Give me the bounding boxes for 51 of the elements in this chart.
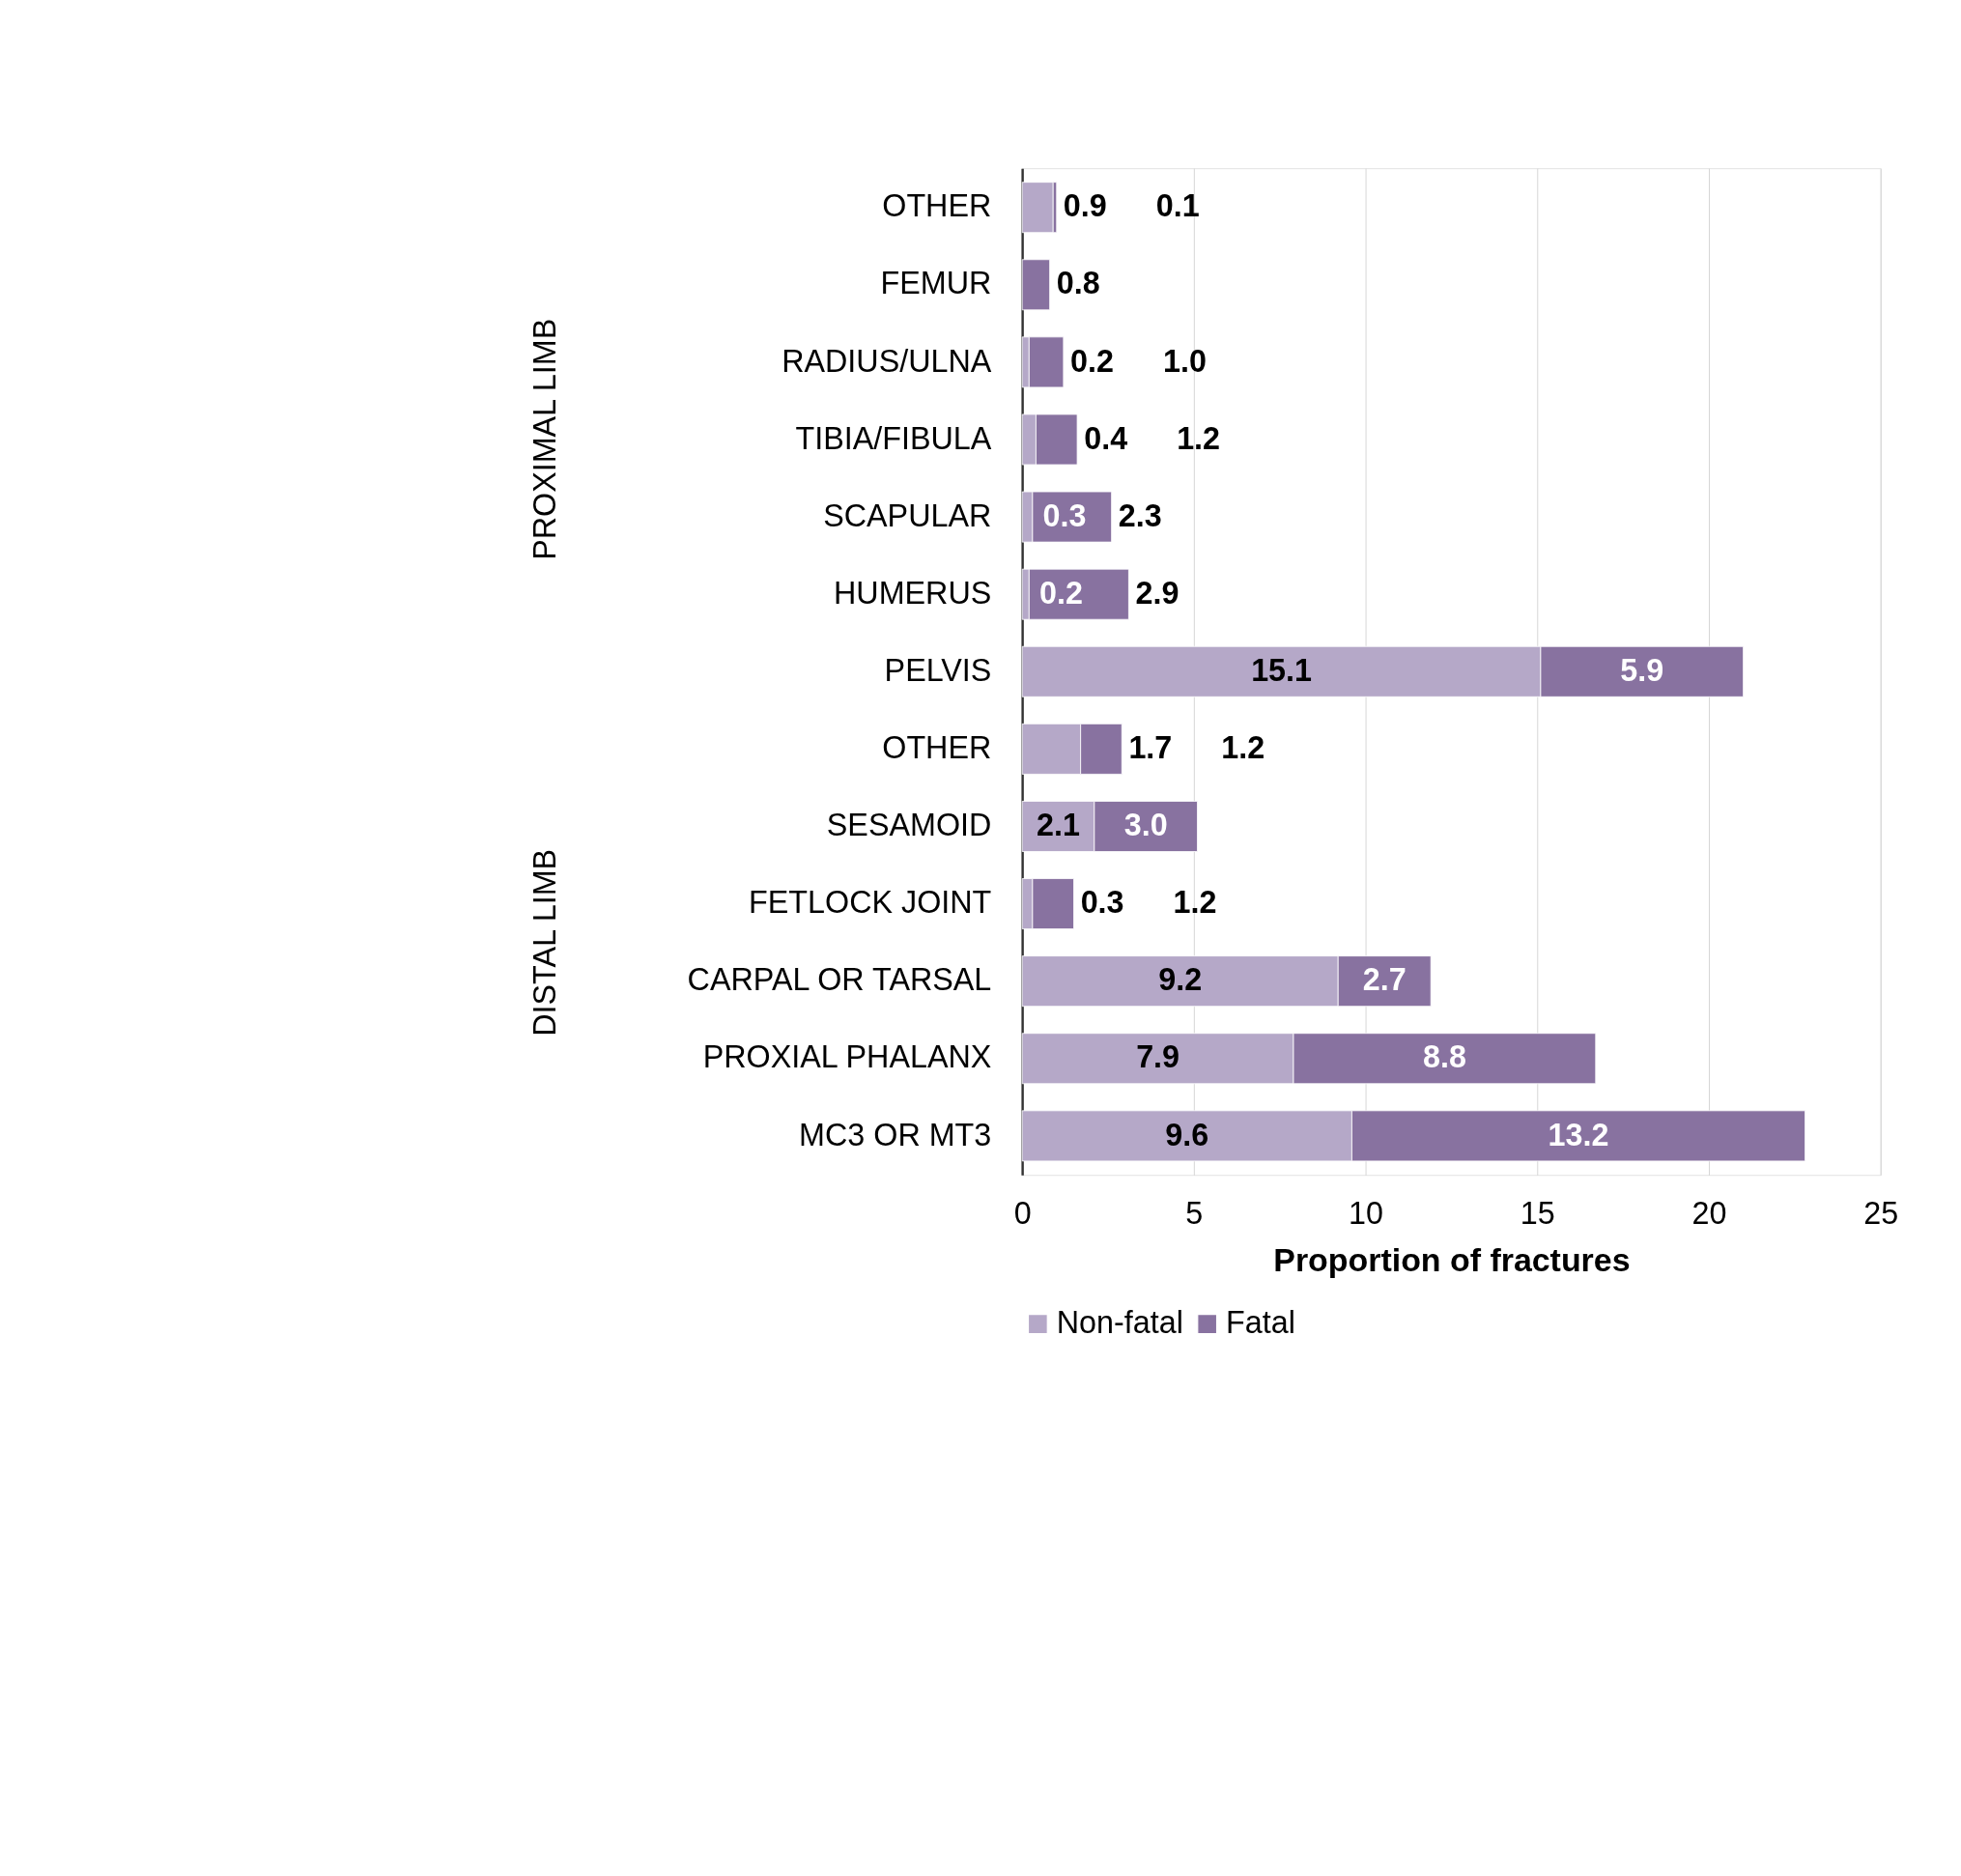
data-label: 0.2 <box>1069 343 1114 379</box>
data-label: 2.3 <box>1118 497 1162 533</box>
text: DISTAL LIMB <box>527 848 563 1037</box>
data-label: 1.7 <box>1128 730 1173 766</box>
x-tick-label: 15 <box>1520 1195 1555 1231</box>
data-label: 7.9 <box>1136 1039 1180 1075</box>
data-label: 1.2 <box>1173 885 1217 921</box>
y-tick-label: OTHER <box>882 730 992 766</box>
data-label: 0.8 <box>1056 266 1100 301</box>
y-tick-label: FEMUR <box>880 266 992 301</box>
data-label: 2.9 <box>1135 575 1179 611</box>
bar <box>1021 259 1051 311</box>
legend-label: Fatal <box>1226 1305 1295 1341</box>
bar <box>1021 182 1054 234</box>
text: PROXIMAL LIMB <box>527 318 563 560</box>
data-label: 0.1 <box>1155 188 1200 224</box>
data-label: 0.9 <box>1063 188 1107 224</box>
x-tick-label: 20 <box>1691 1195 1727 1231</box>
y-tick-label: SCAPULAR <box>823 497 992 533</box>
data-label: 13.2 <box>1548 1117 1609 1152</box>
data-label: 1.2 <box>1221 730 1265 766</box>
y-tick-label: TIBIA/FIBULA <box>795 420 992 456</box>
y-tick-label: SESAMOID <box>826 808 992 843</box>
y-tick-label: RADIUS/ULNA <box>782 343 992 379</box>
data-label: 2.1 <box>1037 808 1081 843</box>
y-tick-label: PELVIS <box>884 652 992 688</box>
data-label: 9.2 <box>1158 962 1203 998</box>
y-tick-label: OTHER <box>882 188 992 224</box>
legend-label: Non-fatal <box>1056 1305 1183 1341</box>
x-tick-label: 25 <box>1863 1195 1899 1231</box>
data-label: 0.2 <box>1038 575 1083 611</box>
data-label: 0.3 <box>1042 497 1087 533</box>
data-label: 0.3 <box>1080 885 1124 921</box>
x-axis-title: Proportion of fractures <box>1273 1241 1631 1279</box>
y-tick-label: FETLOCK JOINT <box>749 885 992 921</box>
x-tick-label: 0 <box>1013 1195 1032 1231</box>
data-label: 9.6 <box>1165 1117 1209 1152</box>
data-label: 3.0 <box>1123 808 1168 843</box>
data-label: 5.9 <box>1620 652 1664 688</box>
data-label: 2.7 <box>1362 962 1407 998</box>
data-label: 0.4 <box>1084 420 1128 456</box>
x-tick-label: 5 <box>1185 1195 1204 1231</box>
y-tick-label: PROXIAL PHALANX <box>702 1039 992 1075</box>
data-label: 8.8 <box>1422 1039 1466 1075</box>
x-tick-label: 10 <box>1349 1195 1384 1231</box>
data-label: 1.2 <box>1177 420 1221 456</box>
data-label: 15.1 <box>1251 652 1313 688</box>
y-tick-label: HUMERUS <box>834 575 992 611</box>
y-tick-label: MC3 OR MT3 <box>799 1117 992 1152</box>
y-tick-label: CARPAL OR TARSAL <box>687 962 992 998</box>
data-label: 1.0 <box>1162 343 1207 379</box>
